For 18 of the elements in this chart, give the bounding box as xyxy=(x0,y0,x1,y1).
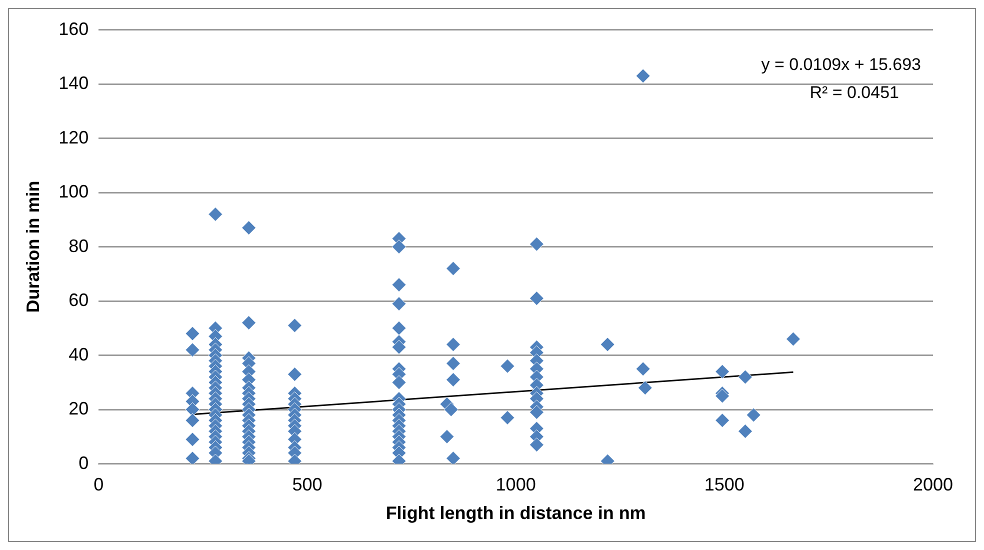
y-tick-label: 20 xyxy=(68,398,89,419)
x-tick-label: 1500 xyxy=(704,474,744,495)
y-tick-label: 40 xyxy=(68,344,89,364)
y-tick-label: 60 xyxy=(68,290,89,310)
x-tick-label: 2000 xyxy=(912,474,954,495)
y-tick-label: 120 xyxy=(58,127,89,148)
annotation: R² = 0.0451 xyxy=(810,82,899,102)
x-tick-label: 0 xyxy=(94,474,104,495)
y-axis-title: Duration in min xyxy=(22,180,43,313)
x-tick-label: 500 xyxy=(292,474,322,495)
y-tick-label: 0 xyxy=(78,452,89,473)
annotation: y = 0.0109x + 15.693 xyxy=(761,54,921,74)
y-tick-label: 140 xyxy=(58,73,89,94)
y-tick-label: 100 xyxy=(58,182,89,202)
y-tick-label: 80 xyxy=(68,236,89,256)
y-tick-label: 160 xyxy=(58,18,89,39)
x-tick-label: 1000 xyxy=(496,474,536,495)
x-axis-title: Flight length in distance in nm xyxy=(386,503,646,524)
